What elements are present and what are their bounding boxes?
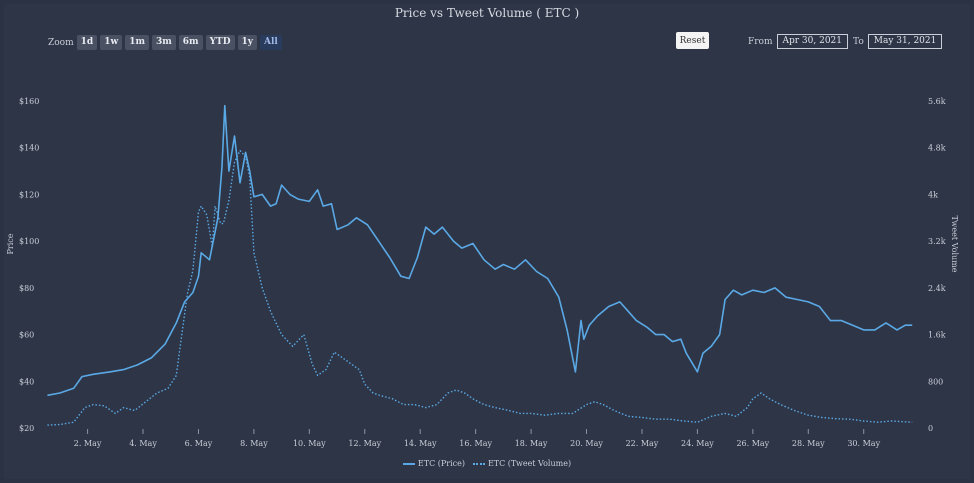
y-left-tick-label: $60 [19,331,34,340]
x-tick-label: 12. May [348,439,381,448]
series-group [47,104,913,426]
y-right-tick-label: 3.2k [928,237,946,246]
series-line-tweet-volume [47,149,913,426]
to-label: To [853,36,864,47]
zoom-1w-button[interactable]: 1w [100,35,123,50]
x-tick-label: 10. May [293,439,326,448]
zoom-1y-button[interactable]: 1y [237,35,258,50]
y-right-tick-label: 4.8k [928,144,946,153]
y-left-tick-label: $80 [19,284,34,293]
y-left-tick-label: $160 [19,97,39,106]
zoom-1m-button[interactable]: 1m [125,35,149,50]
x-tick-label: 14. May [404,439,437,448]
y-right-tick-label: 5.6k [928,97,946,106]
zoom-6m-button[interactable]: 6m [178,35,203,50]
x-tick-label: 26. May [736,439,769,448]
zoom-selector: Zoom 1d 1w 1m 3m 6m YTD 1y All [48,35,285,50]
from-date-input[interactable]: Apr 30, 2021 [776,34,849,49]
series-line-price [47,104,913,397]
y-left-tick-label: $40 [19,377,34,386]
x-tick-label: 20. May [570,439,603,448]
y-left-tick-label: $140 [19,144,39,153]
x-tick-label: 22. May [626,439,659,448]
legend-item-tweet-volume[interactable]: ETC (Tweet Volume) [472,459,572,468]
x-tick-label: 24. May [681,439,714,448]
date-range: From Apr 30, 2021 To May 31, 2021 [748,34,947,49]
y-right-tick-label: 2.4k [928,284,946,293]
legend-swatch-tweet-volume [472,462,485,465]
y-left-tick-label: $20 [19,424,34,433]
y-axis-right: 0 800 1.6k 2.4k 3.2k 4k 4.8k 5.6k [928,97,946,433]
from-label: From [748,36,773,47]
y-right-tick-label: 800 [928,377,943,386]
x-tick-label: 2. May [74,439,102,448]
reset-button[interactable]: Reset [676,32,709,49]
y-left-tick-label: $100 [19,237,39,246]
x-tick-label: 4. May [129,439,157,448]
x-tick-label: 18. May [515,439,548,448]
zoom-label: Zoom [48,37,74,48]
chart-title: Price vs Tweet Volume ( ETC ) [394,6,580,20]
y-axis-left: $20 $40 $60 $80 $100 $120 $140 $160 [19,97,39,433]
legend-label-price: ETC (Price) [417,459,465,468]
y-axis-right-title: Tweet Volume [950,215,959,272]
zoom-3m-button[interactable]: 3m [152,35,176,50]
y-left-tick-label: $120 [19,190,39,199]
y-right-tick-label: 1.6k [928,331,946,340]
legend-label-tweet-volume: ETC (Tweet Volume) [487,459,572,468]
y-right-tick-label: 4k [928,190,938,199]
y-right-tick-label: 0 [928,424,933,433]
x-tick-label: 8. May [240,439,268,448]
y-axis-left-title: Price [6,233,15,254]
zoom-all-button[interactable]: All [260,35,282,50]
x-axis: 2. May 4. May 6. May 8. May 10. May 12. May 14… [74,429,881,448]
x-tick-label: 6. May [185,439,213,448]
x-tick-label: 16. May [459,439,492,448]
x-tick-label: 30. May [847,439,880,448]
x-tick-label: 28. May [792,439,825,448]
legend: ETC (Price) ETC (Tweet Volume) [0,459,974,468]
chart-frame [4,4,970,479]
legend-item-price[interactable]: ETC (Price) [402,459,465,468]
legend-swatch-price [402,462,415,465]
to-date-input[interactable]: May 31, 2021 [867,34,943,49]
zoom-ytd-button[interactable]: YTD [205,35,235,50]
zoom-1d-button[interactable]: 1d [76,35,98,50]
